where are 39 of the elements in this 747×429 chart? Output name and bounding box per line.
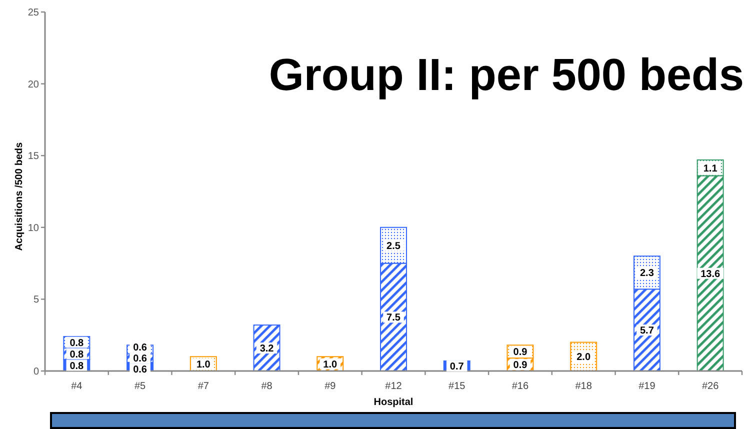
data-label: 0.6 [133, 354, 148, 365]
data-label: 0.6 [133, 364, 148, 376]
data-label: 0.9 [513, 347, 528, 358]
data-label: 3.2 [260, 344, 274, 355]
data-label: 2.5 [386, 240, 401, 252]
data-label: 1.1 [703, 163, 718, 174]
x-tick-label: #26 [702, 381, 720, 392]
data-label: 1.0 [196, 359, 211, 370]
x-tick-label: #15 [448, 381, 466, 392]
data-label: 1.0 [323, 359, 338, 370]
data-label: 7.5 [386, 312, 401, 324]
x-tick-label: #19 [638, 381, 656, 392]
data-label: 2.0 [576, 352, 591, 364]
x-tick-label: #16 [512, 381, 530, 392]
data-label: 0.6 [133, 342, 148, 354]
x-tick-label: #7 [198, 381, 210, 392]
text: Group II: per 500 beds [268, 49, 744, 100]
y-tick-label: 0 [33, 366, 40, 378]
x-tick-label: #8 [261, 381, 273, 392]
data-label: 0.8 [70, 349, 84, 360]
y-tick-label: 20 [28, 79, 40, 90]
data-label: 0.8 [70, 338, 84, 349]
x-tick-label: #9 [324, 381, 336, 392]
data-label: 0.8 [70, 360, 84, 372]
data-label: 2.3 [640, 268, 654, 280]
y-tick-label: 15 [28, 151, 40, 162]
x-tick-label: #18 [575, 381, 592, 392]
data-label: 13.6 [700, 268, 720, 280]
data-label: 5.7 [640, 326, 654, 337]
data-label: 0.9 [513, 360, 528, 372]
x-tick-label: #12 [385, 381, 402, 392]
y-tick-label: 25 [28, 8, 40, 18]
x-axis-title: Hospital [374, 397, 414, 408]
y-tick-label: 5 [33, 294, 40, 306]
x-tick-label: #4 [71, 381, 83, 392]
y-axis-title: Acquisitions /500 beds [14, 142, 25, 251]
y-tick-label: 10 [28, 222, 40, 234]
data-label: 0.7 [450, 361, 464, 372]
x-tick-label: #5 [134, 381, 146, 392]
